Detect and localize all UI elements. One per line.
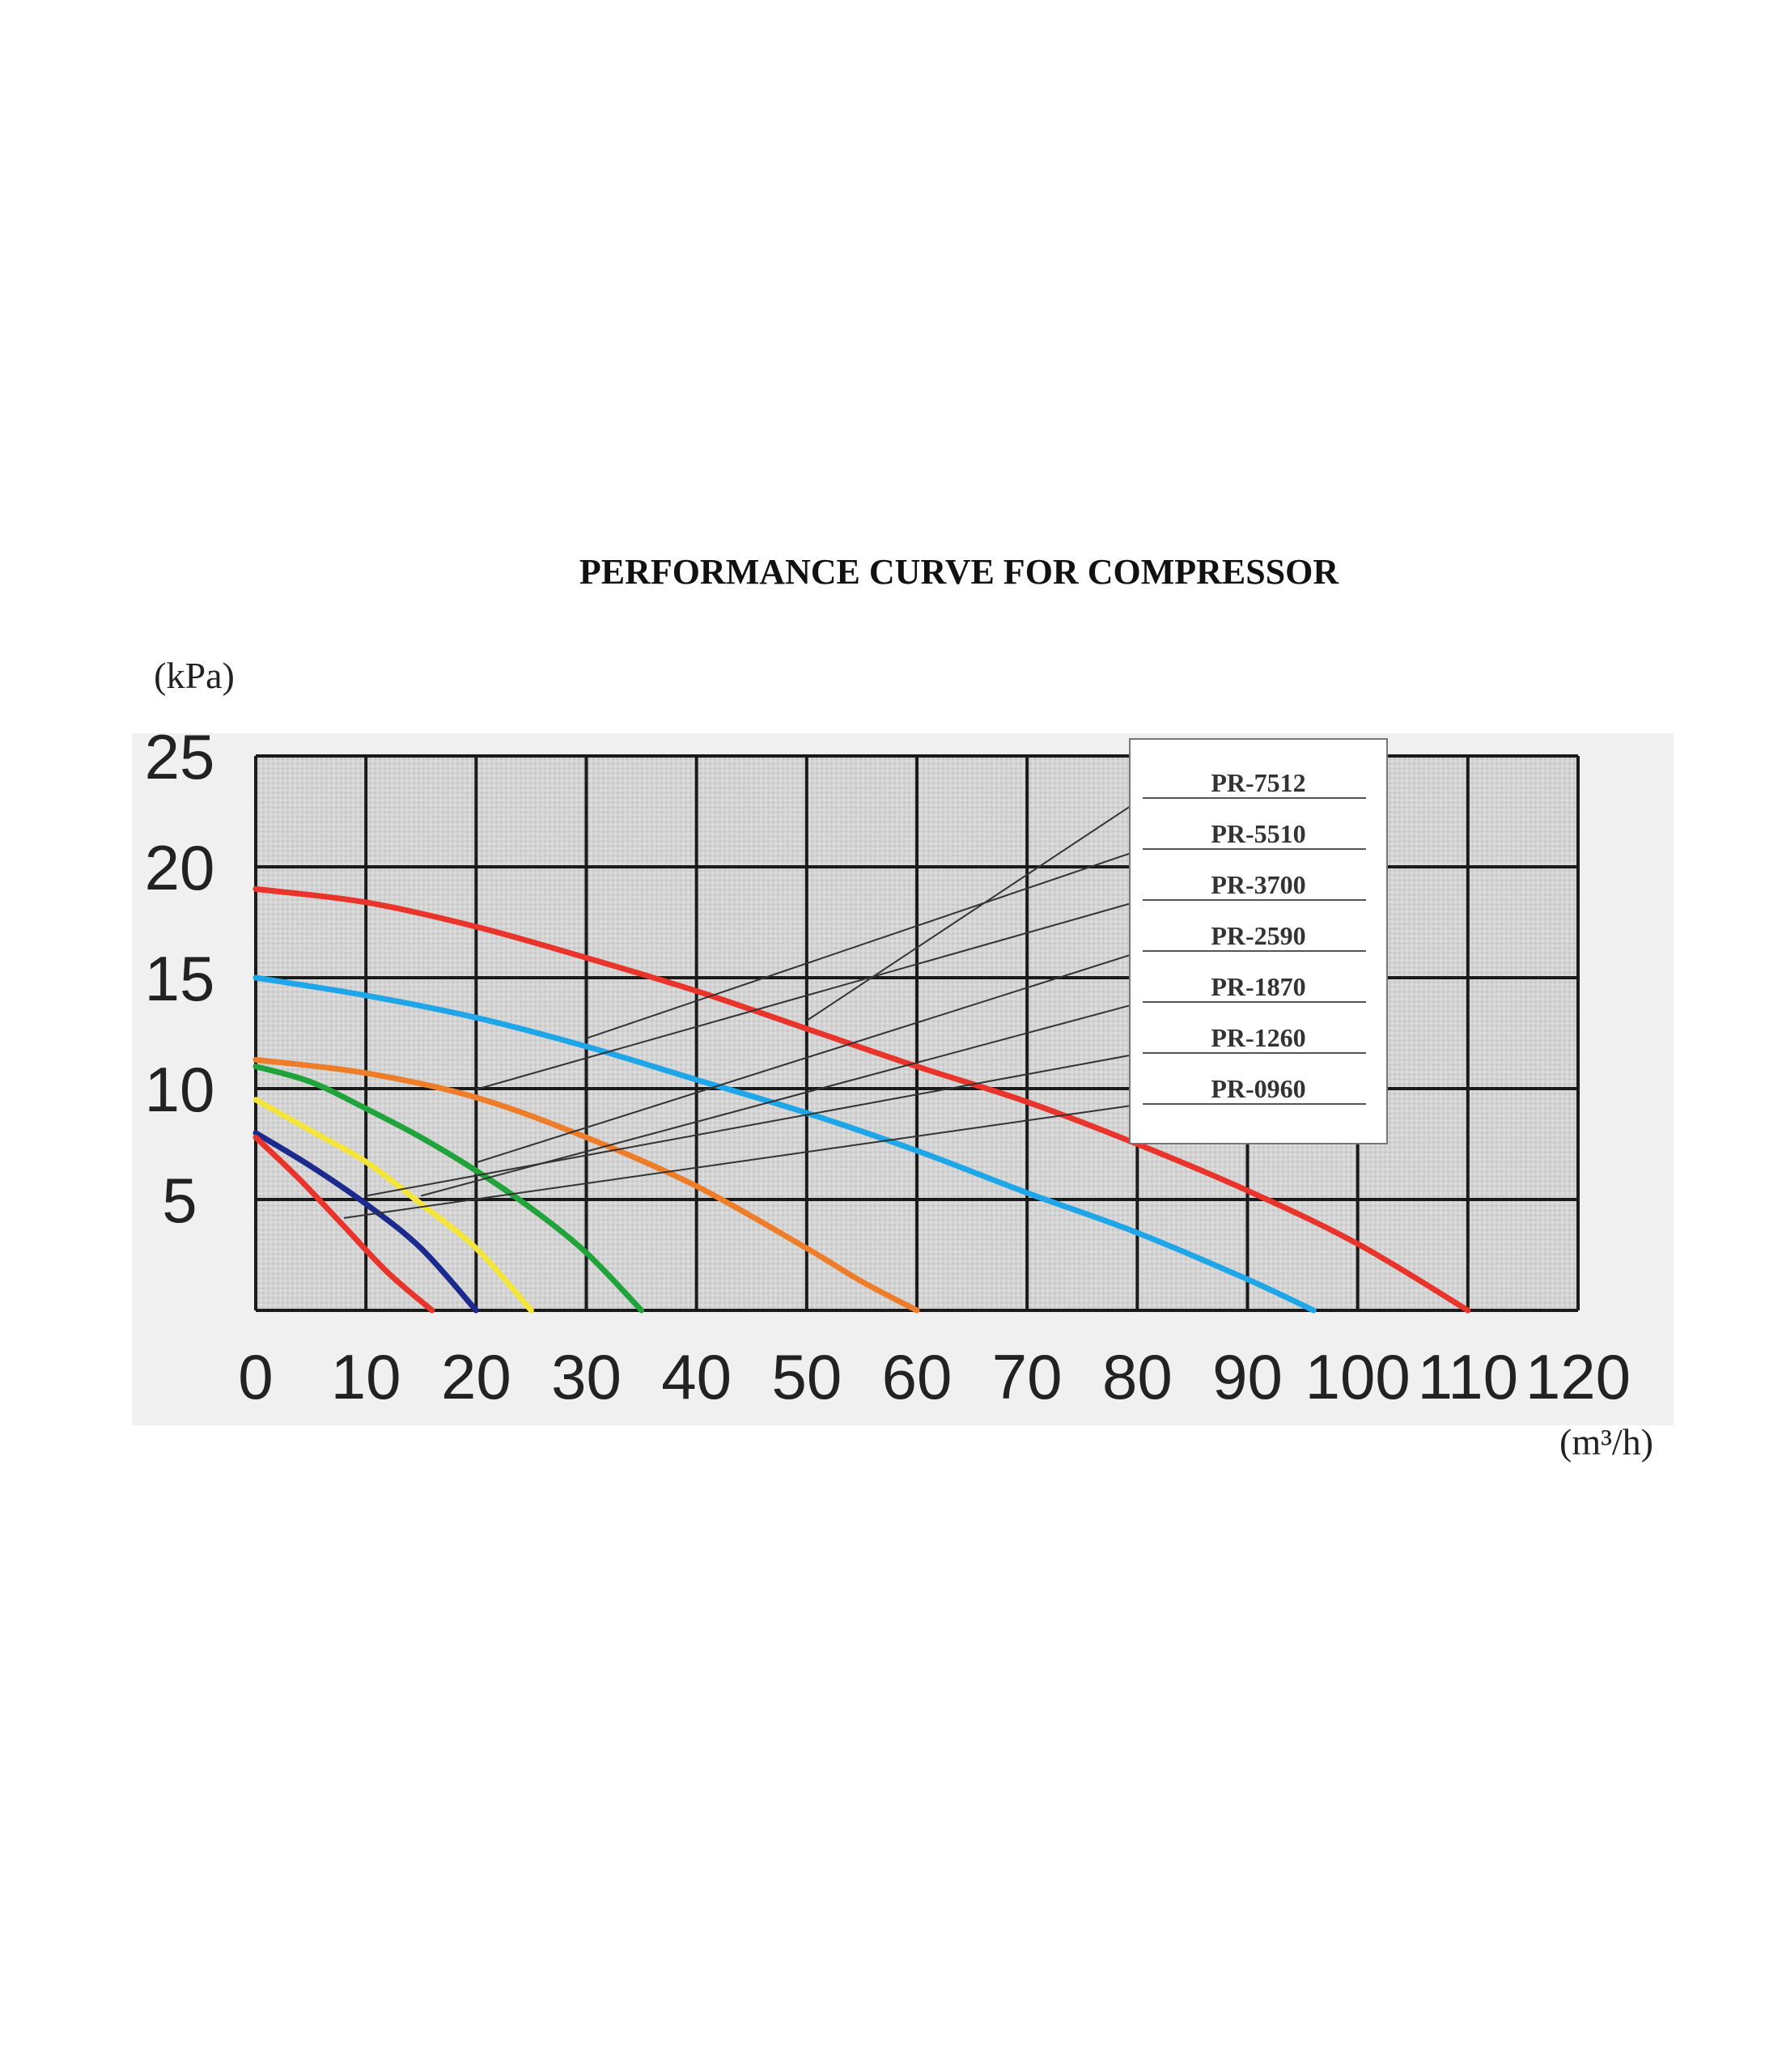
y-tick-labels: 5 10 15 20 25 xyxy=(145,721,215,1236)
y-tick-label: 5 xyxy=(162,1165,197,1236)
chart-title: PERFORMANCE CURVE FOR COMPRESSOR xyxy=(579,552,1340,592)
legend-entry-label: PR-1870 xyxy=(1211,972,1305,1001)
x-tick-label: 90 xyxy=(1212,1341,1283,1412)
legend-box xyxy=(1129,738,1388,1144)
legend: PR-7512 PR-5510 PR-3700 PR-2590 PR-1870 PR-12… xyxy=(1129,738,1388,1144)
y-tick-label: 20 xyxy=(145,832,215,903)
legend-entry-label: PR-7512 xyxy=(1211,768,1305,797)
legend-leader-line xyxy=(476,899,1143,1090)
legend-entry-label: PR-1260 xyxy=(1211,1023,1305,1052)
legend-leader-line xyxy=(365,1052,1143,1197)
legend-entry-label: PR-3700 xyxy=(1211,870,1305,899)
series-curve-pr-7512 xyxy=(252,885,1471,1314)
legend-leader-line xyxy=(476,950,1143,1164)
x-tick-label: 120 xyxy=(1525,1341,1631,1412)
x-tick-label: 70 xyxy=(992,1341,1063,1412)
y-tick-label: 25 xyxy=(145,721,215,792)
series-curve-pr-5510 xyxy=(252,974,1317,1314)
x-tick-label: 20 xyxy=(441,1341,511,1412)
legend-leader-line xyxy=(806,797,1143,1021)
series-curve-pr-0960 xyxy=(252,1134,435,1314)
y-axis-label: (kPa) xyxy=(154,655,235,696)
y-tick-label: 10 xyxy=(145,1054,215,1125)
x-tick-label: 0 xyxy=(238,1341,273,1412)
y-tick-label: 15 xyxy=(145,943,215,1014)
legend-leader-line xyxy=(586,848,1143,1039)
series-curve-pr-2590 xyxy=(252,1064,645,1314)
x-tick-label: 110 xyxy=(1418,1341,1518,1412)
x-axis-label: (m³/h) xyxy=(1559,1421,1653,1463)
legend-leader-line xyxy=(343,1103,1143,1219)
x-tick-label: 50 xyxy=(771,1341,842,1412)
x-tick-label: 100 xyxy=(1305,1341,1411,1412)
x-tick-label: 10 xyxy=(331,1341,401,1412)
x-tick-label: 40 xyxy=(661,1341,732,1412)
series-curve-pr-1260 xyxy=(252,1130,479,1314)
x-tick-label: 80 xyxy=(1102,1341,1173,1412)
x-tick-label: 60 xyxy=(882,1341,953,1412)
legend-entry-label: PR-0960 xyxy=(1211,1074,1305,1103)
legend-entry-label: PR-2590 xyxy=(1211,921,1305,950)
x-tick-labels: 0 10 20 30 40 50 60 70 80 90 100 110 120 xyxy=(238,1341,1631,1412)
x-tick-label: 30 xyxy=(551,1341,622,1412)
legend-entry-label: PR-5510 xyxy=(1211,819,1305,848)
legend-leader-lines xyxy=(343,797,1143,1219)
